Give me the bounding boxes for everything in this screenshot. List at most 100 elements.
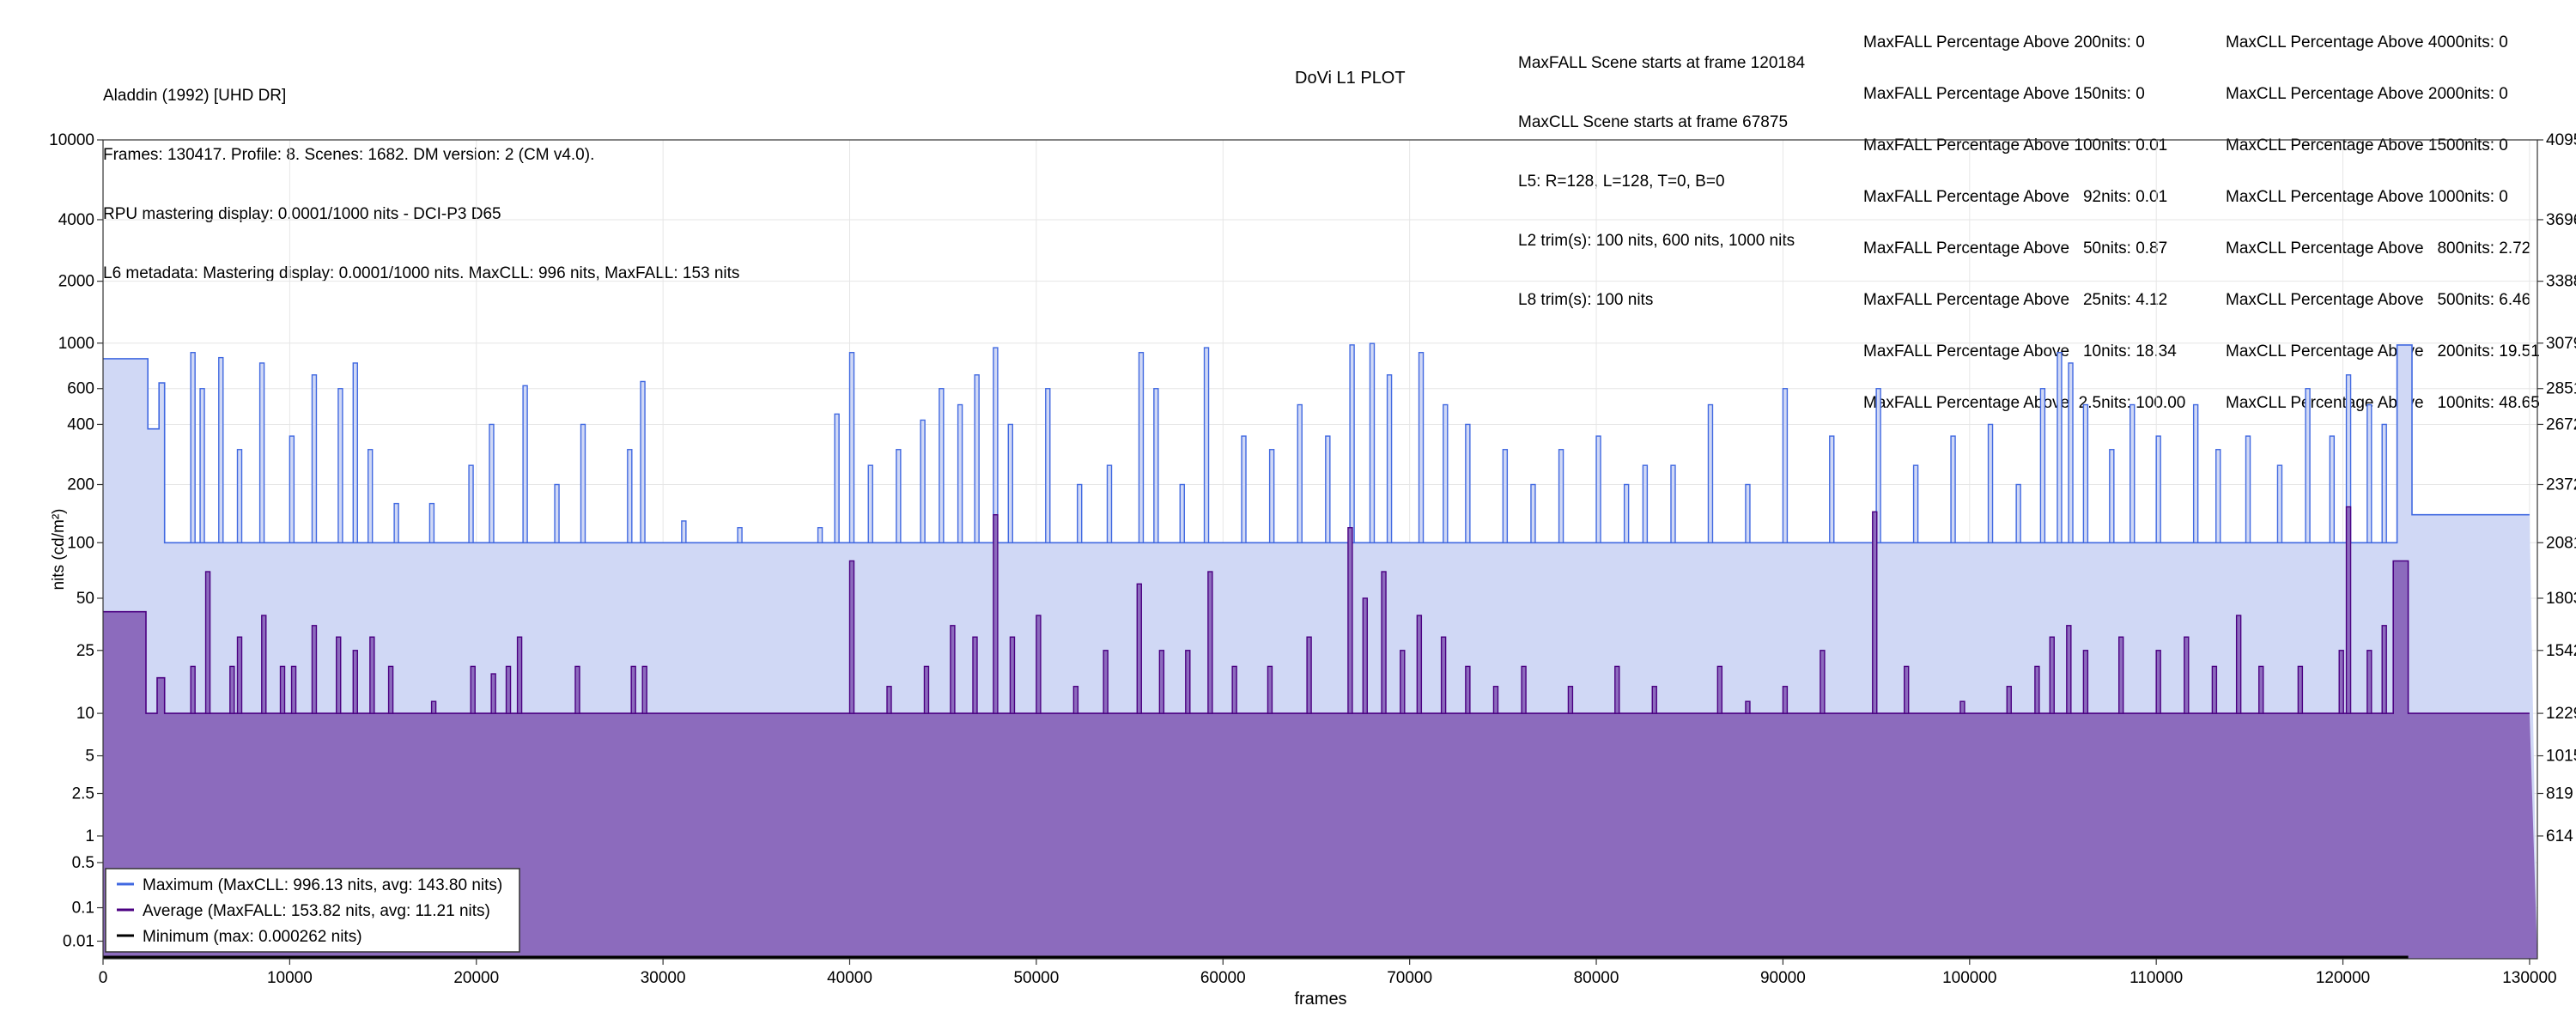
max-spike (834, 413, 840, 543)
avg-spike (204, 571, 211, 714)
max-spike (1707, 403, 1714, 543)
max-spike (2215, 449, 2221, 543)
y2-tick-label: 1229 (2546, 705, 2576, 723)
plot-title: DoVi L1 PLOT (1295, 69, 1406, 88)
avg-spike (1400, 650, 1406, 714)
maxfall-pct-row: MaxFALL Percentage Above 92nits: 0.01 (1863, 188, 2168, 206)
max-spike (2192, 403, 2199, 543)
max-spike (311, 374, 318, 543)
max-spike (1950, 435, 1956, 543)
max-spike (1203, 347, 1210, 543)
avg-spike (430, 700, 437, 714)
maxcll-scene: MaxCLL Scene starts at frame 67875 (1518, 113, 1789, 131)
maxcll-pct-row: MaxCLL Percentage Above 800nits: 2.72 (2226, 239, 2531, 258)
max-spike (1987, 423, 1994, 543)
max-spike (1045, 388, 1051, 543)
y-tick-label: 5 (85, 748, 94, 766)
max-spike (848, 352, 855, 543)
maxfall-percentages: MaxFALL Percentage Above 200nits: 0 MaxF… (1863, 0, 2185, 429)
avg-spike (1959, 700, 1965, 714)
max-spike (2109, 449, 2115, 543)
avg-spike (1267, 665, 1273, 714)
max-spike (957, 403, 963, 543)
max-spike (896, 449, 902, 543)
avg-spike (1521, 665, 1527, 714)
max-spike (218, 356, 224, 543)
series-fills (103, 344, 2537, 959)
max-spike (1106, 464, 1113, 543)
y2-tick-label: 3079 (2546, 335, 2576, 353)
y-tick-label: 2000 (58, 273, 94, 291)
max-spike (2082, 403, 2089, 543)
l5-info: L5: R=128, L=128, T=0, B=0 (1518, 173, 1725, 191)
max-spike (1829, 435, 1835, 543)
avg-spike (1036, 615, 1042, 714)
avg-spike (1416, 615, 1423, 714)
scene-info: MaxFALL Scene starts at frame 120184 Max… (1518, 14, 1805, 330)
max-spike (2039, 388, 2046, 543)
y2-tick-label: 2851 (2546, 380, 2576, 398)
avg-spike (1782, 686, 1789, 714)
y-tick-label: 600 (67, 380, 94, 398)
x-tick-label: 40000 (827, 969, 872, 987)
max-spike (2155, 435, 2161, 543)
maxcll-pct-row: MaxCLL Percentage Above 1500nits: 0 (2226, 136, 2508, 154)
max-spike (2305, 388, 2311, 543)
y-tick-label: 10000 (49, 131, 94, 149)
max-spike (289, 435, 295, 543)
l2-trims: L2 trim(s): 100 nits, 600 nits, 1000 nit… (1518, 232, 1795, 250)
y2-tick-label: 1015 (2546, 748, 2576, 766)
avg-spike (2345, 506, 2352, 714)
max-spike (1349, 344, 1355, 543)
max-spike (640, 380, 646, 543)
avg-spike (1185, 650, 1191, 714)
maxcll-pct-row: MaxCLL Percentage Above 4000nits: 0 (2226, 33, 2508, 52)
x-tick-label: 90000 (1760, 969, 1806, 987)
avg-spike (1381, 571, 1387, 714)
series-spikes (190, 342, 2387, 714)
maxfall-pct-row: MaxFALL Percentage Above 150nits: 0 (1863, 85, 2145, 103)
avg-spike (336, 636, 342, 714)
avg-spike (311, 625, 318, 714)
max-spike (393, 502, 399, 543)
max-spike (681, 520, 687, 543)
max-spike (1007, 423, 1013, 543)
max-spike (2366, 403, 2372, 543)
max-line (103, 344, 2530, 544)
y2-tick-label: 3696 (2546, 211, 2576, 229)
avg-spike (2066, 625, 2072, 714)
avg-spike (1492, 686, 1499, 714)
maxfall-pct-row: MaxFALL Percentage Above 25nits: 4.12 (1863, 291, 2168, 309)
avg-spike (1207, 571, 1213, 714)
maxfall-pct-row: MaxFALL Percentage Above 50nits: 0.87 (1863, 239, 2168, 258)
x-tick-label: 30000 (641, 969, 686, 987)
avg-spike (352, 650, 358, 714)
avg-area (103, 560, 2537, 959)
max-spike (1502, 449, 1509, 543)
max-spike (1782, 388, 1789, 543)
avg-spike (2155, 650, 2161, 714)
max-spike (1465, 423, 1471, 543)
avg-spike (886, 686, 892, 714)
max-spike (920, 419, 926, 543)
y-tick-label: 0.5 (72, 854, 94, 872)
y-axis-label: nits (cd/m²) (50, 509, 68, 591)
max-spike (352, 362, 358, 543)
avg-spike (1347, 527, 1353, 714)
max-spike (974, 374, 980, 543)
chart-axes (102, 139, 2538, 960)
avg-spike (1306, 636, 1312, 714)
x-tick-label: 130000 (2502, 969, 2556, 987)
x-tick-label: 20000 (453, 969, 499, 987)
max-spike (1912, 464, 1919, 543)
max-spike (199, 388, 205, 543)
avg-spike (923, 665, 930, 714)
y2-tick-label: 819 (2546, 785, 2573, 803)
max-spike (489, 423, 495, 543)
avg-spike (2381, 625, 2387, 714)
max-spike (1297, 403, 1303, 543)
avg-spike (1231, 665, 1237, 714)
legend: Maximum (MaxCLL: 996.13 nits, avg: 143.8… (105, 868, 520, 953)
max-spike (627, 449, 633, 543)
